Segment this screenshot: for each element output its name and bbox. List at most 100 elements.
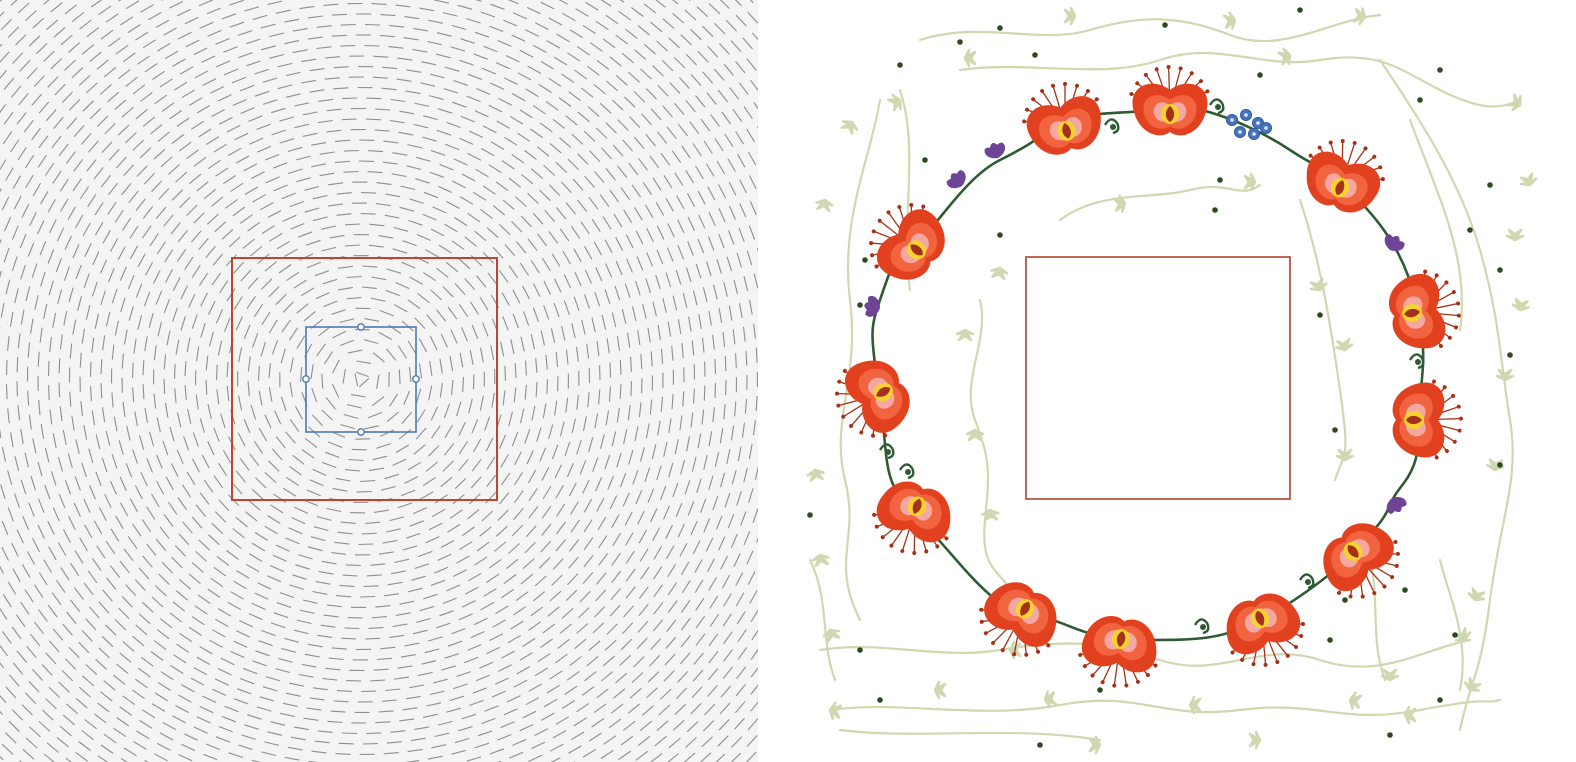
stem-curl [1103,118,1120,135]
outer-frame[interactable] [231,257,498,501]
vine-dot [1257,72,1263,78]
red-flower-icon [1392,379,1463,460]
violet-bloom-icon [1386,496,1407,514]
vine-leaf-icon [1309,277,1328,292]
red-flower-icon [835,360,910,438]
vine-stem [1378,58,1514,732]
selection-handle[interactable] [412,375,420,383]
dash-strokes [0,0,758,762]
vine-dot [997,25,1003,31]
vine-dot [1297,7,1303,13]
vine-leaf-icon [1348,691,1363,710]
vine-leaf-icon [1243,172,1257,192]
stem-curl [878,443,895,460]
vine-leaf-icon [1403,705,1417,725]
vine-stem [808,558,837,682]
vine-dot [1467,227,1473,233]
vine-leaf-icon [1467,587,1486,602]
vine-leaf-icon [1063,6,1077,26]
vine-leaf-icon [1222,11,1237,30]
vine-leaf-icon [1511,297,1530,312]
selection-handle[interactable] [357,323,365,331]
selection-handle[interactable] [357,428,365,436]
vine-leaf-icon [1507,93,1522,112]
vine-dot [922,157,928,163]
violet-bloom-icon [984,142,1006,159]
stem-curl [1408,353,1425,370]
vine-dot [1032,52,1038,58]
vine-stem [818,638,1472,668]
floral-wreath-panel[interactable] [790,0,1576,762]
vine-leaf-icon [1188,695,1202,715]
vine-dot [1037,742,1043,748]
vine-leaf-icon [887,93,902,112]
vine-leaf-icon [1380,668,1400,682]
vine-leaf-icon [1463,677,1482,692]
vine-dot [1097,687,1103,693]
vine-dot [1437,67,1443,73]
vine-dot [1162,22,1168,28]
vine-leaf-icon [806,468,825,483]
vine-leaf-icon [1112,194,1127,213]
vine-leaf-icon [815,198,834,213]
vine-leaf-icon [1495,368,1515,382]
vine-leaf-icon [811,553,830,568]
vector-field-panel[interactable] [0,0,788,762]
red-flower-icon [872,481,951,555]
vine-dot [857,647,863,653]
vine-stem [838,728,1102,742]
vine-dot [1212,207,1218,213]
vine-leaf-icon [840,120,859,135]
vine-dot [877,697,883,703]
violet-bloom-icon [946,170,966,189]
vine-leaf-icon [1505,228,1525,242]
red-flower-icon [1323,523,1400,599]
vine-leaf-icon [1453,627,1472,642]
vine-leaf-icon [1519,172,1538,187]
vine-dot [1402,587,1408,593]
selection-handle[interactable] [302,375,310,383]
vine-dot [1497,267,1503,273]
vine-leaf-icon [1248,730,1262,750]
vine-stem [828,698,1502,716]
vine-leaf-icon [933,680,947,700]
red-flower-icon [1078,615,1158,688]
vine-leaf-icon [1352,7,1367,26]
stem-curl [1193,618,1210,635]
vine-dot [1317,312,1323,318]
vine-leaf-icon [1486,458,1505,472]
vine-dot [807,512,813,518]
vine-dot [1452,632,1458,638]
stem-curl [1208,98,1225,115]
vine-dot [1387,732,1393,738]
vine-leaf-icon [1335,448,1355,462]
vine-leaf-icon [981,508,1000,522]
vine-leaf-icon [963,48,977,68]
vine-stem [1438,558,1464,692]
vine-dot [1332,427,1338,433]
vine-stem [918,13,1382,43]
vine-leaf-icon [1335,337,1354,352]
vine-leaf-icon [1088,735,1102,755]
vector-field-background [0,0,758,762]
red-flower-icon [1388,269,1461,349]
vine-dot [957,39,963,45]
circular-dash-field [0,0,758,762]
blue-cluster-icon [1226,109,1272,140]
vine-dot [1507,352,1513,358]
vine-dot [997,232,1003,238]
wreath-frame[interactable] [1025,256,1291,500]
selection-handles[interactable] [302,323,420,436]
vine-dot [1342,597,1348,603]
stem-curl [1298,573,1315,590]
vine-dot [1217,177,1223,183]
flower-layer [835,65,1463,688]
stem-curl [898,463,915,480]
red-flower-icon [1022,82,1101,155]
violet-blooms [864,142,1407,514]
vine-leaf-icon [955,328,975,342]
red-flower-icon [979,582,1057,657]
vine-dot [1497,462,1503,468]
red-flower-icon [869,203,945,280]
